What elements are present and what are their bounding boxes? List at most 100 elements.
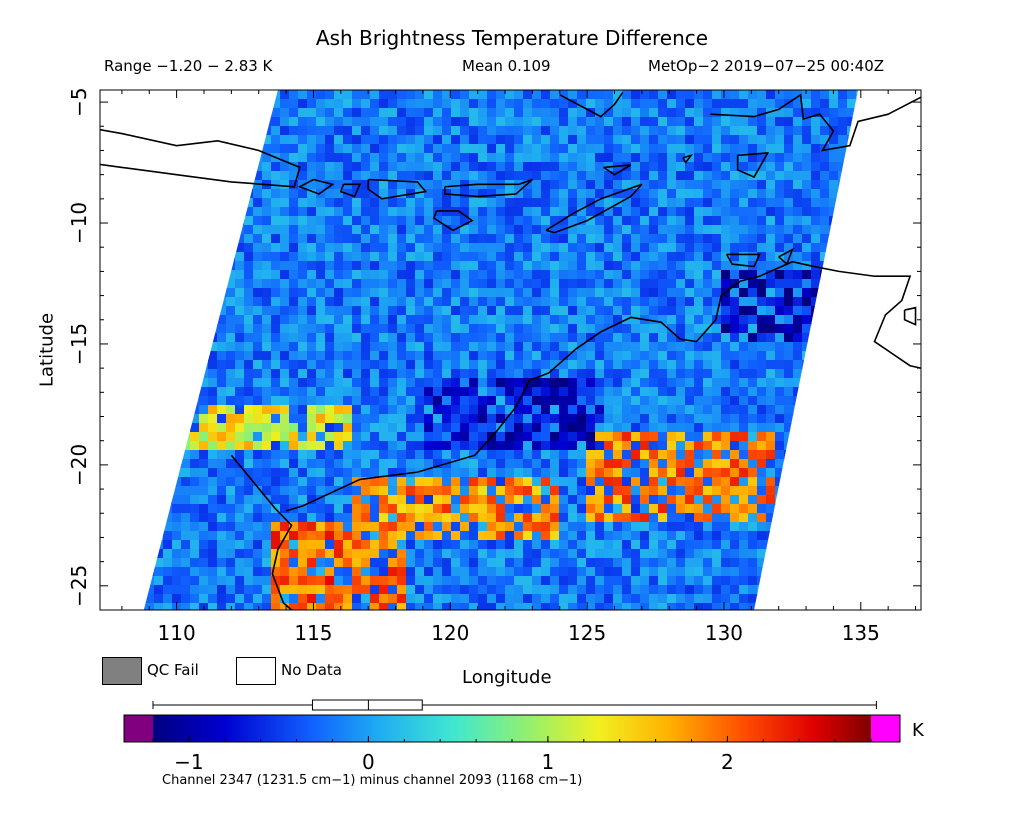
heat-cell — [604, 126, 614, 136]
heat-cell — [901, 486, 911, 496]
heat-cell — [406, 216, 416, 226]
heat-cell — [550, 441, 560, 451]
heat-cell — [127, 252, 137, 262]
heat-cell — [730, 306, 740, 316]
heat-cell — [532, 423, 542, 433]
heat-cell — [325, 144, 335, 154]
heat-cell — [811, 387, 821, 397]
heat-cell — [523, 513, 533, 523]
heat-cell — [307, 207, 317, 217]
heat-cell — [226, 153, 236, 163]
heat-cell — [919, 423, 929, 433]
heat-cell — [325, 486, 335, 496]
heat-cell — [307, 567, 317, 577]
heat-cell — [676, 261, 686, 271]
heat-cell — [577, 324, 587, 334]
heat-cell — [388, 450, 398, 460]
heat-cell — [496, 414, 506, 424]
heat-cell — [820, 342, 830, 352]
heat-cell — [613, 261, 623, 271]
heat-cell — [595, 558, 605, 568]
heat-cell — [143, 486, 146, 496]
heat-cell — [262, 378, 272, 388]
heat-cell — [370, 450, 380, 460]
heat-cell — [460, 198, 470, 208]
heat-cell — [325, 360, 335, 370]
heat-cell — [541, 540, 551, 550]
heat-cell — [298, 99, 308, 109]
heat-cell — [838, 387, 848, 397]
heat-cell — [703, 135, 713, 145]
heat-cell — [856, 162, 859, 172]
heat-cell — [262, 126, 272, 136]
heat-cell — [577, 171, 587, 181]
heat-cell — [244, 90, 254, 100]
heat-cell — [667, 432, 677, 442]
heat-cell — [253, 90, 263, 100]
heat-cell — [433, 351, 443, 361]
heat-cell — [298, 270, 308, 280]
heat-cell — [244, 387, 254, 397]
heat-cell — [766, 297, 776, 307]
heat-cell — [703, 441, 713, 451]
heat-cell — [568, 180, 578, 190]
heat-cell — [145, 99, 155, 109]
heat-cell — [649, 549, 659, 559]
heat-cell — [739, 315, 749, 325]
heat-cell — [379, 495, 389, 505]
heat-cell — [838, 477, 848, 487]
heat-cell — [685, 558, 695, 568]
heat-cell — [478, 558, 488, 568]
heat-cell — [577, 117, 587, 127]
heat-cell — [739, 234, 749, 244]
heat-cell — [397, 387, 407, 397]
heat-cell — [811, 513, 821, 523]
heat-cell — [208, 360, 218, 370]
heat-cell — [541, 333, 551, 343]
heat-cell — [451, 261, 461, 271]
heat-cell — [847, 423, 857, 433]
heat-cell — [811, 135, 821, 145]
heat-cell — [433, 306, 443, 316]
heat-cell — [397, 198, 407, 208]
heat-cell — [100, 171, 110, 181]
heat-cell — [658, 405, 668, 415]
heat-cell — [370, 567, 380, 577]
heat-cell — [604, 450, 614, 460]
heat-cell — [253, 297, 263, 307]
heat-cell — [316, 108, 326, 118]
heat-cell — [316, 549, 326, 559]
heat-cell — [694, 441, 704, 451]
heat-cell — [280, 243, 290, 253]
heat-cell — [793, 207, 803, 217]
heat-cell — [298, 405, 308, 415]
heat-cell — [406, 540, 416, 550]
heat-cell — [658, 540, 668, 550]
heat-cell — [568, 414, 578, 424]
heat-cell — [235, 468, 245, 478]
heat-cell — [163, 459, 173, 469]
heat-cell — [307, 135, 317, 145]
heat-cell — [262, 306, 272, 316]
heat-cell — [514, 252, 524, 262]
heat-cell — [253, 117, 263, 127]
heat-cell — [703, 252, 713, 262]
heat-cell — [280, 126, 290, 136]
heat-cell — [388, 270, 398, 280]
heat-cell — [181, 261, 191, 271]
heat-cell — [883, 225, 893, 235]
heat-cell — [478, 423, 488, 433]
heat-cell — [820, 315, 830, 325]
heat-cell — [631, 387, 641, 397]
heat-cell — [469, 225, 479, 235]
heat-cell — [865, 288, 875, 298]
heat-cell — [793, 90, 803, 100]
heat-cell — [181, 189, 191, 199]
heat-cell — [577, 450, 587, 460]
heat-cell — [640, 360, 650, 370]
heat-cell — [838, 414, 848, 424]
heat-cell — [523, 126, 533, 136]
heat-cell — [244, 189, 254, 199]
heat-cell — [748, 234, 758, 244]
heat-cell — [424, 513, 434, 523]
